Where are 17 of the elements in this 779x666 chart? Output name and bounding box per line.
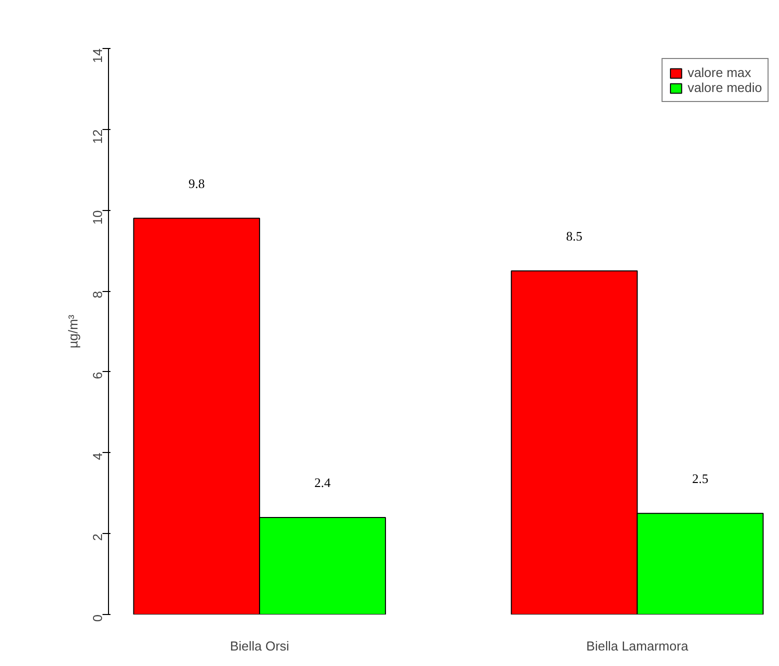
x-tick-label: Biella Lamarmora (586, 638, 689, 654)
data-label: 9.8 (188, 176, 205, 191)
x-tick-label: Biella Orsi (230, 638, 290, 654)
data-label: 8.5 (566, 228, 582, 244)
data-label: 2.4 (314, 475, 332, 490)
y-tick-label: 0 (90, 614, 105, 622)
y-tick-label: 8 (90, 291, 105, 298)
y-tick-label: 6 (90, 372, 105, 380)
y-tick-label: 2 (90, 534, 105, 541)
y-tick-label: 10 (90, 210, 105, 225)
y-tick-label: 4 (90, 452, 105, 460)
y-axis-title: µg/m³ (66, 314, 80, 348)
legend-label: valore max (688, 65, 752, 80)
data-label: 2.5 (692, 471, 708, 486)
y-tick-label: 14 (90, 48, 105, 63)
y-tick-label: 12 (90, 129, 105, 144)
legend-label: valore medio (688, 80, 762, 95)
